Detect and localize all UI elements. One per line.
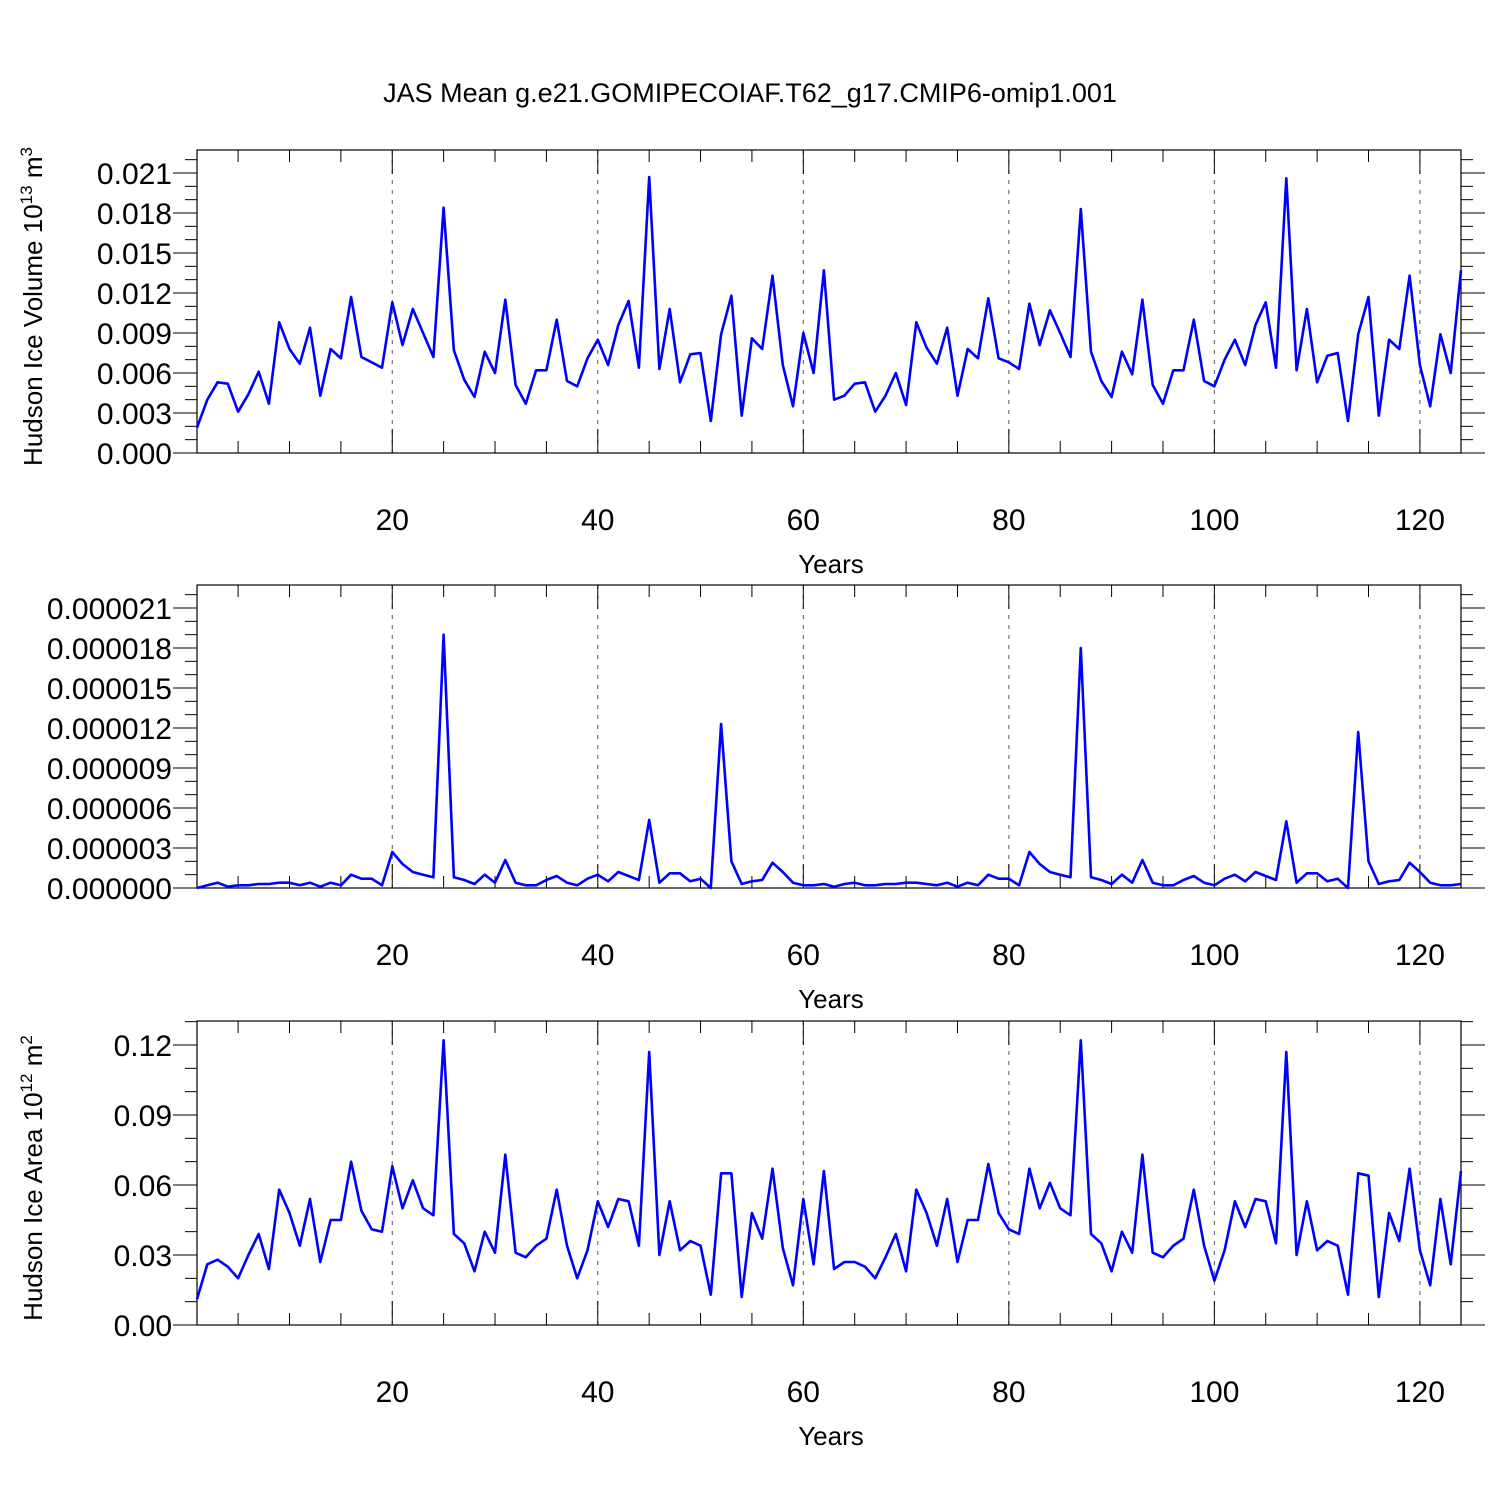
- y-tick-label: 0.00: [114, 1310, 172, 1343]
- x-tick-label: 120: [1395, 504, 1445, 537]
- y-tick-label: 0.000: [97, 438, 172, 471]
- x-tick-label: 20: [376, 939, 409, 972]
- y-tick-label: 0.015: [97, 238, 172, 271]
- x-tick-label: 80: [992, 939, 1025, 972]
- y-tick-label: 0.000015: [47, 673, 172, 706]
- x-tick-label: 60: [787, 939, 820, 972]
- panel-1: 0.000 0.003 0.006 0.009 0.012 0.015 0.018 0.021…: [17, 147, 1485, 579]
- plot-frame: [196, 584, 1462, 889]
- y-tick-label: 0.000003: [47, 833, 172, 866]
- plot-frame: [196, 1020, 1462, 1326]
- x-tick-label: 40: [581, 1376, 614, 1409]
- series-line: [195, 1039, 1463, 1300]
- x-tick-label: 120: [1395, 939, 1445, 972]
- series-line: [196, 633, 1462, 890]
- y-tick-label: 0.000012: [47, 713, 172, 746]
- panel-3: 0.00 0.03 0.06 0.09 0.12 20 40 60 80 100 120 Years H…: [17, 1020, 1485, 1451]
- y-tick-label: 0.03: [114, 1240, 172, 1273]
- y-tick-label: 0.009: [97, 318, 172, 351]
- x-tick-label: 100: [1189, 939, 1239, 972]
- y-tick-label: 0.06: [114, 1170, 172, 1203]
- y-tick-label: 0.018: [97, 198, 172, 231]
- series-line: [195, 175, 1463, 429]
- y-tick-label: 0.012: [97, 278, 172, 311]
- x-tick-label: 60: [787, 504, 820, 537]
- y-tick-label: 0.000000: [47, 873, 172, 906]
- panels: 0.000 0.003 0.006 0.009 0.012 0.015 0.018 0.021…: [17, 147, 1485, 1451]
- x-tick-label: 20: [376, 504, 409, 537]
- x-tick-label: 20: [376, 1376, 409, 1409]
- x-tick-label: 40: [581, 504, 614, 537]
- x-tick-label: 100: [1189, 1376, 1239, 1409]
- x-axis-label: Years: [798, 984, 864, 1014]
- y-tick-label: 0.021: [97, 158, 172, 191]
- figure-title: JAS Mean g.e21.GOMIPECOIAF.T62_g17.CMIP6…: [383, 78, 1117, 108]
- x-tick-label: 100: [1189, 504, 1239, 537]
- y-axis-label: Hudson Ice Volume 1013 m3: [17, 147, 48, 466]
- y-tick-label: 0.006: [97, 358, 172, 391]
- x-tick-label: 40: [581, 939, 614, 972]
- x-axis-label: Years: [798, 1421, 864, 1451]
- y-tick-label: 0.000006: [47, 793, 172, 826]
- y-tick-label: 0.000018: [47, 633, 172, 666]
- y-axis-label: Hudson Ice Area 1012 m2: [17, 1035, 48, 1321]
- x-axis-label: Years: [798, 549, 864, 579]
- y-tick-label: 0.000021: [47, 593, 172, 626]
- x-tick-label: 80: [992, 1376, 1025, 1409]
- y-tick-label: 0.003: [97, 398, 172, 431]
- y-tick-label: 0.12: [114, 1030, 172, 1063]
- y-tick-label: 0.000009: [47, 753, 172, 786]
- x-tick-label: 120: [1395, 1376, 1445, 1409]
- y-tick-label: 0.09: [114, 1100, 172, 1133]
- panel-2: 0.000000 0.000003 0.000006 0.000009 0.000012…: [47, 584, 1485, 1014]
- x-tick-label: 60: [787, 1376, 820, 1409]
- plot-frame: [196, 149, 1462, 454]
- x-tick-label: 80: [992, 504, 1025, 537]
